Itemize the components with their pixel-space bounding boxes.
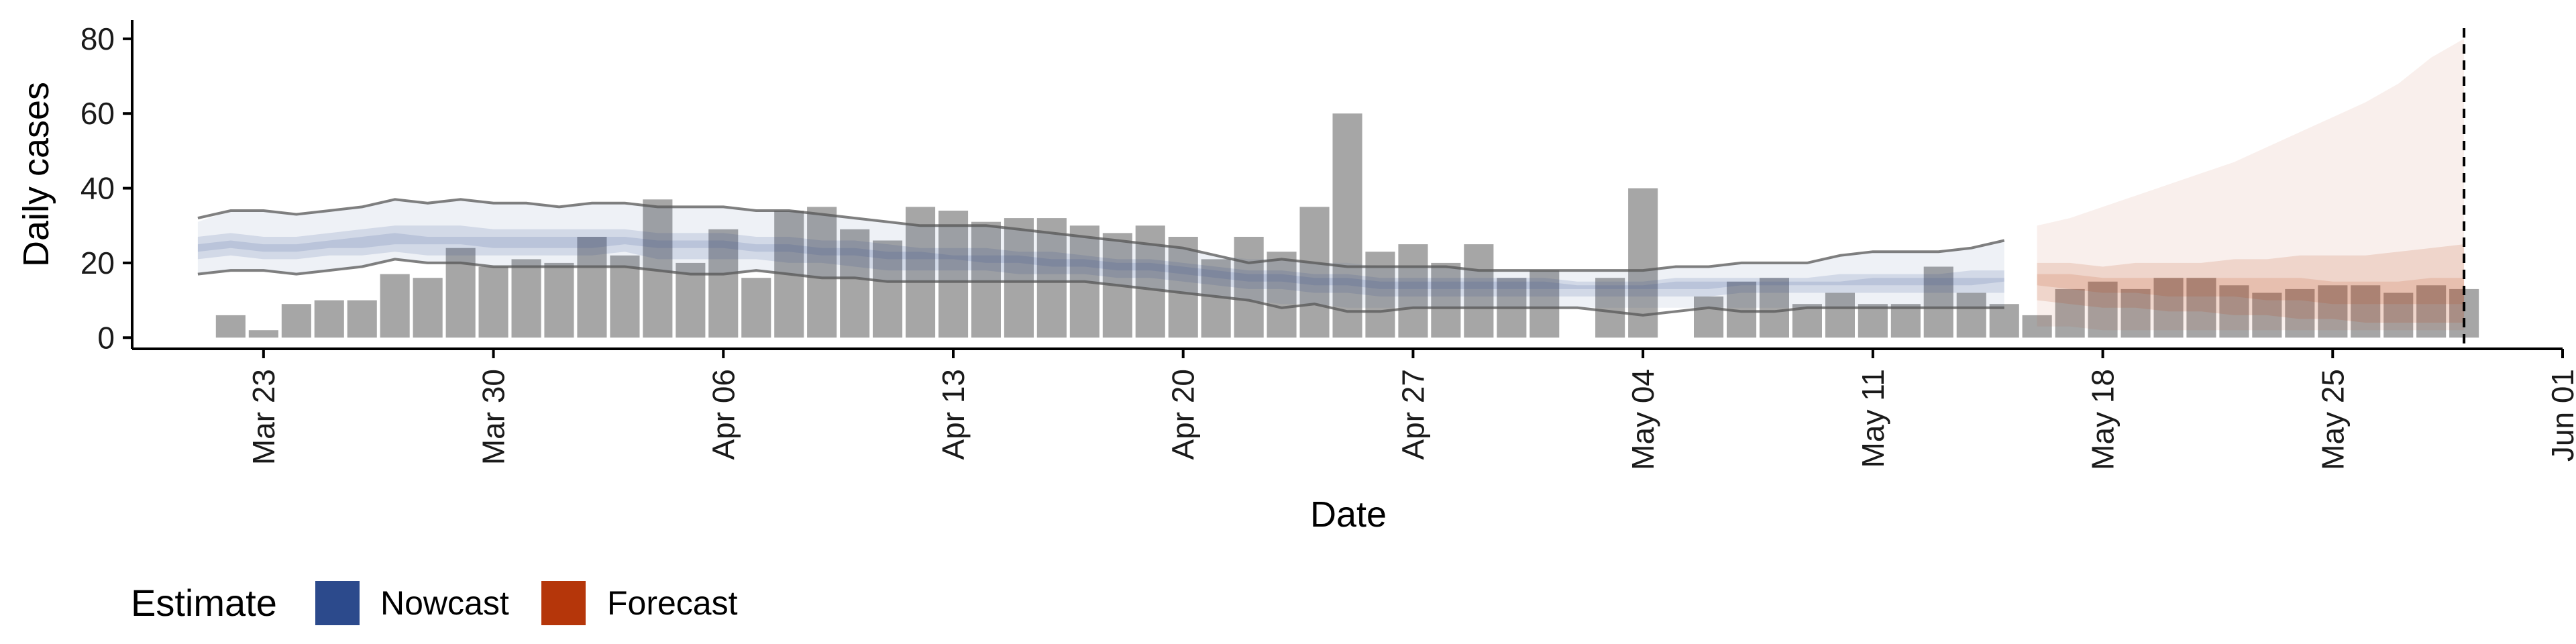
case-bar bbox=[1168, 237, 1198, 338]
case-bar bbox=[873, 240, 903, 338]
case-bar bbox=[1890, 304, 1921, 338]
case-bar bbox=[1431, 262, 1461, 338]
case-bar bbox=[971, 221, 1001, 338]
y-axis-ticks: 0 20 40 60 80 bbox=[80, 21, 132, 355]
x-tick-label: Apr 06 bbox=[706, 369, 741, 460]
forecast-band-50 bbox=[2037, 244, 2465, 323]
case-bar bbox=[906, 207, 936, 338]
case-bar bbox=[2055, 288, 2085, 338]
nowcast-lower-line bbox=[197, 258, 2004, 317]
case-bar bbox=[380, 274, 410, 338]
y-tick-label: 0 bbox=[97, 320, 115, 355]
case-bar bbox=[544, 262, 574, 338]
case-bar bbox=[610, 255, 640, 338]
nowcast-band-90 bbox=[197, 199, 2004, 308]
legend-label-forecast: Forecast bbox=[607, 584, 738, 622]
case-bar bbox=[840, 229, 870, 338]
case-bar bbox=[1529, 270, 1560, 338]
case-bar bbox=[1036, 218, 1067, 338]
legend-title: Estimate bbox=[131, 582, 277, 624]
case-bar bbox=[1464, 244, 1494, 338]
case-bar bbox=[577, 237, 607, 338]
nowcast-upper-line bbox=[197, 198, 2005, 272]
case-bar bbox=[2449, 288, 2479, 338]
axes bbox=[131, 20, 2563, 350]
case-bar bbox=[511, 259, 541, 338]
case-bar bbox=[938, 211, 969, 338]
case-bar bbox=[281, 304, 311, 338]
x-axis-ticks: Mar 23 Mar 30 Apr 06 Apr 13 Apr 20 Apr 27 May … bbox=[246, 349, 2576, 470]
case-bar bbox=[1004, 218, 1034, 338]
case-bar bbox=[741, 278, 771, 338]
y-tick-label: 20 bbox=[80, 246, 115, 280]
x-tick-label: Apr 13 bbox=[936, 369, 971, 460]
x-tick-label: Mar 23 bbox=[246, 369, 281, 465]
case-bar bbox=[1398, 244, 1428, 338]
case-bar bbox=[2219, 285, 2249, 338]
case-bar bbox=[1299, 207, 1330, 338]
case-bar bbox=[2088, 281, 2118, 338]
x-tick-label: May 18 bbox=[2086, 369, 2121, 470]
case-bar bbox=[1595, 278, 1625, 338]
nowcast-band-20 bbox=[197, 233, 2004, 289]
legend-swatch-forecast bbox=[541, 581, 586, 625]
x-tick-label: Mar 30 bbox=[476, 369, 511, 465]
case-bar bbox=[2022, 315, 2052, 338]
x-tick-label: May 11 bbox=[1856, 369, 1890, 468]
nowcast-ribbons bbox=[197, 199, 2004, 308]
x-tick-label: Apr 27 bbox=[1395, 369, 1430, 460]
case-bar bbox=[215, 315, 246, 338]
case-bar bbox=[1825, 292, 1855, 338]
case-bars bbox=[215, 113, 2479, 338]
legend: Estimate Nowcast Forecast bbox=[131, 581, 738, 625]
case-bar bbox=[347, 300, 377, 338]
case-bar bbox=[2252, 292, 2282, 338]
case-bar bbox=[478, 266, 508, 338]
case-bar bbox=[2351, 285, 2381, 338]
y-tick-label: 80 bbox=[80, 21, 115, 56]
nowcast-band-50 bbox=[197, 225, 2004, 297]
forecast-band-90 bbox=[2037, 38, 2465, 331]
legend-swatch-nowcast bbox=[315, 581, 360, 625]
y-tick-label: 60 bbox=[80, 96, 115, 131]
case-bar bbox=[807, 207, 837, 338]
case-bar bbox=[1234, 237, 1264, 338]
case-bar bbox=[314, 300, 344, 338]
case-bar bbox=[1923, 266, 1953, 338]
case-bar bbox=[2383, 292, 2414, 338]
case-bar bbox=[2318, 285, 2348, 338]
case-bar bbox=[2186, 278, 2216, 338]
x-tick-label: Jun 01 bbox=[2545, 369, 2576, 462]
case-bar bbox=[2121, 288, 2151, 338]
legend-label-nowcast: Nowcast bbox=[380, 584, 509, 622]
x-tick-label: May 25 bbox=[2315, 369, 2350, 470]
case-bar bbox=[248, 330, 278, 338]
case-bar bbox=[2285, 288, 2315, 338]
x-axis-title: Date bbox=[1310, 494, 1387, 535]
case-bar bbox=[1759, 278, 1789, 338]
case-bar bbox=[1267, 252, 1297, 338]
y-axis-title: Daily cases bbox=[16, 82, 56, 267]
nowcast-interval-lines bbox=[197, 198, 2005, 317]
case-bar bbox=[1989, 304, 2019, 338]
x-tick-label: Apr 20 bbox=[1166, 369, 1201, 460]
case-bar bbox=[413, 278, 443, 338]
case-bar bbox=[2416, 285, 2447, 338]
case-bar bbox=[1332, 113, 1362, 338]
case-bar bbox=[1956, 292, 1986, 338]
case-bar bbox=[708, 229, 739, 338]
x-tick-label: May 04 bbox=[1625, 369, 1660, 470]
forecast-band-20 bbox=[2037, 274, 2465, 305]
case-bar bbox=[1628, 188, 1658, 338]
case-bar bbox=[1694, 297, 1724, 338]
case-bar bbox=[2153, 278, 2184, 338]
forecast-ribbons bbox=[2037, 38, 2465, 331]
y-tick-label: 40 bbox=[80, 171, 115, 206]
case-bar bbox=[1858, 304, 1888, 338]
